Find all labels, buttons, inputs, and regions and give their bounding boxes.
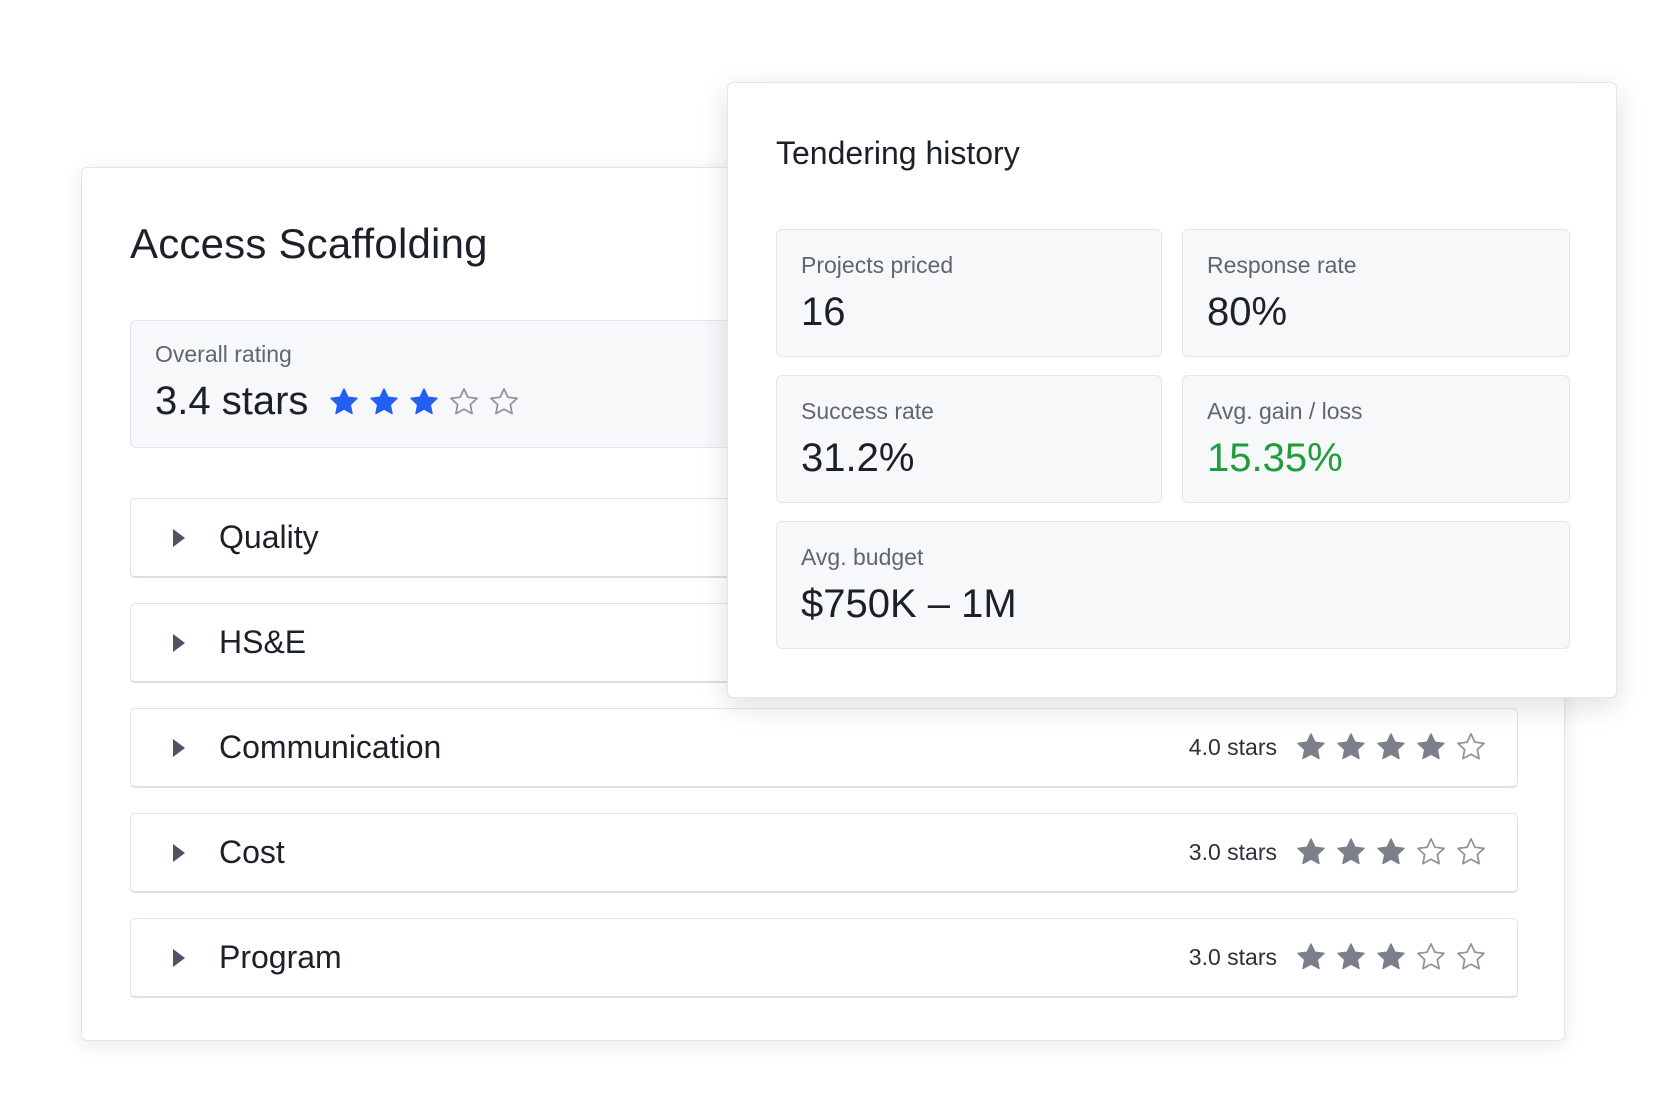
category-rating: 4.0 stars xyxy=(1189,731,1487,763)
category-label: Cost xyxy=(219,834,285,870)
stat-label: Avg. budget xyxy=(801,544,924,570)
star-outline-icon xyxy=(1455,731,1487,763)
category-rating-text: 4.0 stars xyxy=(1188,733,1277,760)
overall-rating-label: Overall rating xyxy=(155,341,292,367)
star-outline-icon xyxy=(1455,836,1487,868)
star-filled-icon xyxy=(1375,731,1407,763)
star-filled-icon xyxy=(1295,836,1327,868)
caret-right-icon xyxy=(173,634,185,652)
caret-right-icon xyxy=(173,949,185,967)
stat-value: 16 xyxy=(801,290,846,334)
overall-rating-row: 3.4 stars xyxy=(155,379,528,424)
star-outline-icon xyxy=(1415,836,1447,868)
star-filled-icon xyxy=(1335,941,1367,973)
star-filled-icon xyxy=(1375,836,1407,868)
tendering-history-card: Tendering history Projects priced 16 Res… xyxy=(727,82,1617,698)
star-filled-icon xyxy=(328,386,360,418)
stat-label: Avg. gain / loss xyxy=(1207,398,1363,424)
stat-value: 80% xyxy=(1207,290,1288,334)
stat-value: 31.2% xyxy=(801,436,915,480)
star-filled-icon xyxy=(1295,941,1327,973)
star-filled-icon xyxy=(1415,731,1447,763)
caret-right-icon xyxy=(173,739,185,757)
tendering-history-title: Tendering history xyxy=(776,135,1020,171)
star-outline-icon xyxy=(488,386,520,418)
star-filled-icon xyxy=(1375,941,1407,973)
overall-rating-value: 3.4 stars xyxy=(155,379,309,423)
stat-projects-priced: Projects priced 16 xyxy=(776,229,1162,357)
category-label: Communication xyxy=(219,729,442,765)
category-label: HS&E xyxy=(219,624,307,660)
category-rating-text: 3.0 stars xyxy=(1188,943,1277,970)
category-row-cost[interactable]: Cost 3.0 stars xyxy=(130,813,1518,893)
stat-label: Success rate xyxy=(801,398,934,424)
star-filled-icon xyxy=(1295,731,1327,763)
category-label: Quality xyxy=(219,519,319,555)
category-rating: 3.0 stars xyxy=(1189,836,1487,868)
overall-rating-stars xyxy=(328,386,528,418)
star-filled-icon xyxy=(408,386,440,418)
stat-value: $750K – 1M xyxy=(801,582,1017,626)
star-filled-icon xyxy=(1335,731,1367,763)
stat-response-rate: Response rate 80% xyxy=(1182,229,1570,357)
category-row-communication[interactable]: Communication 4.0 stars xyxy=(130,708,1518,788)
stat-avg-budget: Avg. budget $750K – 1M xyxy=(776,521,1570,649)
stat-avg-gain-loss: Avg. gain / loss 15.35% xyxy=(1182,375,1570,503)
category-rating: 3.0 stars xyxy=(1189,941,1487,973)
stat-value: 15.35% xyxy=(1207,436,1343,480)
star-outline-icon xyxy=(1415,941,1447,973)
stat-label: Projects priced xyxy=(801,252,954,278)
star-outline-icon xyxy=(448,386,480,418)
caret-right-icon xyxy=(173,844,185,862)
star-outline-icon xyxy=(1455,941,1487,973)
category-label: Program xyxy=(219,939,342,975)
stat-success-rate: Success rate 31.2% xyxy=(776,375,1162,503)
category-stars xyxy=(1295,941,1487,973)
category-rating-text: 3.0 stars xyxy=(1188,838,1277,865)
company-name: Access Scaffolding xyxy=(130,220,488,267)
caret-right-icon xyxy=(173,529,185,547)
star-filled-icon xyxy=(1335,836,1367,868)
category-stars xyxy=(1295,836,1487,868)
star-filled-icon xyxy=(368,386,400,418)
category-stars xyxy=(1295,731,1487,763)
stat-label: Response rate xyxy=(1207,252,1357,278)
category-row-program[interactable]: Program 3.0 stars xyxy=(130,918,1518,998)
